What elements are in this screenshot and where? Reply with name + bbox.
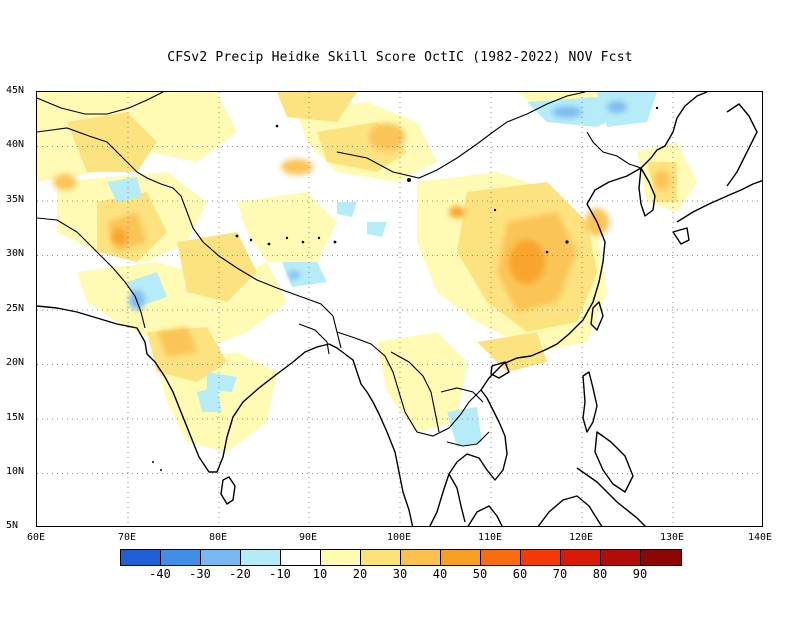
colorbar-tick-label: -20	[229, 567, 251, 581]
colorbar-swatch	[441, 550, 481, 565]
colorbar-swatch	[361, 550, 401, 565]
colorbar-tick-label: 50	[472, 567, 488, 581]
lon-label-120e: 120E	[568, 532, 594, 543]
lon-label-110e: 110E	[477, 532, 503, 543]
colorbar-tick-label: 40	[432, 567, 448, 581]
lon-label-80e: 80E	[208, 532, 228, 543]
colorbar-swatch	[521, 550, 561, 565]
lon-label-70e: 70E	[117, 532, 137, 543]
lat-label-10n: 10N	[6, 466, 25, 477]
colorbar-swatch	[281, 550, 321, 565]
colorbar	[120, 549, 682, 566]
lat-label-30n: 30N	[6, 248, 25, 259]
colorbar-swatch	[641, 550, 681, 565]
colorbar-tick-label: -30	[189, 567, 211, 581]
lon-label-140e: 140E	[747, 532, 773, 543]
colorbar-swatch	[601, 550, 641, 565]
colorbar-swatch	[481, 550, 521, 565]
grid-lines	[37, 92, 762, 526]
colorbar-tick-label: 60	[512, 567, 528, 581]
colorbar-tick-label: 80	[592, 567, 608, 581]
colorbar-tick-label: 30	[392, 567, 408, 581]
lat-label-15n: 15N	[6, 412, 25, 423]
lat-label-20n: 20N	[6, 357, 25, 368]
country-borders	[37, 92, 642, 447]
chart-title: CFSv2 Precip Heidke Skill Score OctIC (1…	[167, 50, 633, 65]
lat-label-40n: 40N	[6, 139, 25, 150]
colorbar-swatch	[161, 550, 201, 565]
skill-score-map	[37, 92, 762, 526]
lon-label-60e: 60E	[26, 532, 46, 543]
colorbar-tick-label: 70	[552, 567, 568, 581]
lon-label-100e: 100E	[386, 532, 412, 543]
lakes	[152, 106, 659, 471]
lat-label-25n: 25N	[6, 303, 25, 314]
lat-label-45n: 45N	[6, 85, 25, 96]
colorbar-tick-label: -40	[149, 567, 171, 581]
colorbar-swatch	[321, 550, 361, 565]
lat-label-5n: 5N	[6, 520, 19, 531]
colorbar-swatch	[201, 550, 241, 565]
colorbar-tick-label: 20	[352, 567, 368, 581]
colorbar-tick-label: 90	[632, 567, 648, 581]
colorbar-swatch	[121, 550, 161, 565]
coastlines	[37, 92, 762, 526]
colorbar-swatch	[241, 550, 281, 565]
colorbar-swatch	[561, 550, 601, 565]
map-panel	[36, 91, 763, 527]
lon-label-130e: 130E	[659, 532, 685, 543]
colorbar-tick-label: -10	[269, 567, 291, 581]
colorbar-swatch	[401, 550, 441, 565]
colorbar-tick-label: 10	[312, 567, 328, 581]
lat-label-35n: 35N	[6, 194, 25, 205]
lon-label-90e: 90E	[298, 532, 318, 543]
